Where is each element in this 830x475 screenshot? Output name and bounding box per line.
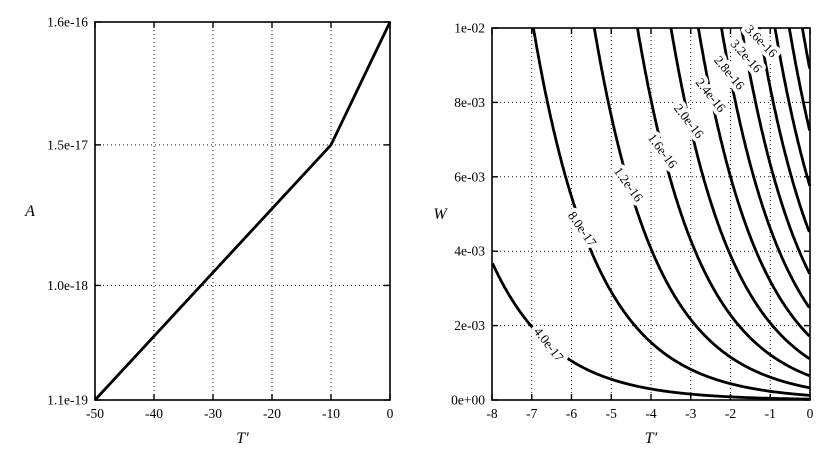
y-tick-label: 0e+00 [451,393,485,408]
plot-border [94,21,391,401]
contour-label: 1.6e-16 [645,131,681,172]
contour-plot: -8 -7 -6 -5 -4 -3 -2 -1 0 0e+00 2e-03 4e-03 6e-03 8e-… [433,18,814,447]
x-tick-label: 0 [807,406,814,421]
x-tick-label: -5 [606,406,617,421]
x-tick-label: -4 [645,406,656,421]
x-axis-label: T′ [645,430,658,447]
x-tick-label: -3 [685,406,696,421]
data-line [93,21,392,401]
x-tick-label: -40 [145,406,163,421]
contour-label: 1.2e-16 [611,164,647,205]
contour-line [801,27,811,69]
contour-label: 4.0e-17 [531,324,567,365]
x-tick-label: -2 [725,406,736,421]
y-axis-label: W [433,206,448,223]
contour-line [532,27,811,397]
contour-line [696,27,811,338]
contour-label: 2.4e-16 [693,75,730,115]
x-tick-label: -10 [322,406,340,421]
y-axis-label: A [24,203,35,220]
contour-line [491,262,811,401]
y-tick-label: 1e-02 [454,21,485,36]
contour-line [636,27,811,377]
line-plot: -50 -40 -30 -20 -10 0 1.1e-19 1.0e-18 1.5e-17 1.6… [24,15,394,448]
contour-line [592,27,811,390]
x-tick-label: -30 [204,406,222,421]
contour-line [757,27,811,233]
y-tick-label: 1.1e-19 [47,393,88,408]
x-tick-label: -20 [263,406,281,421]
y-tick-label: 1.5e-17 [47,137,88,152]
x-tick-label: -6 [566,406,577,421]
contour-label: 8.0e-17 [565,208,600,249]
contour-label: 2.0e-16 [671,101,707,142]
x-tick-label: -1 [765,406,776,421]
contour-line [669,27,811,360]
contour-line [740,27,811,275]
x-axis-label: T′ [236,430,249,447]
contour-line [773,27,812,187]
x-tick-label: -8 [486,406,497,421]
y-tick-label: 1.6e-16 [47,15,88,30]
y-tick-label: 8e-03 [454,95,485,110]
y-tick-label: 1.0e-18 [47,278,88,293]
contour-line [787,27,811,131]
y-tick-label: 2e-03 [454,318,485,333]
contour-line [720,27,811,309]
x-tick-label: -50 [86,406,104,421]
x-tick-label: -7 [526,406,537,421]
y-tick-label: 4e-03 [454,244,485,259]
x-tick-label: 0 [387,406,394,421]
y-tick-label: 6e-03 [454,169,485,184]
